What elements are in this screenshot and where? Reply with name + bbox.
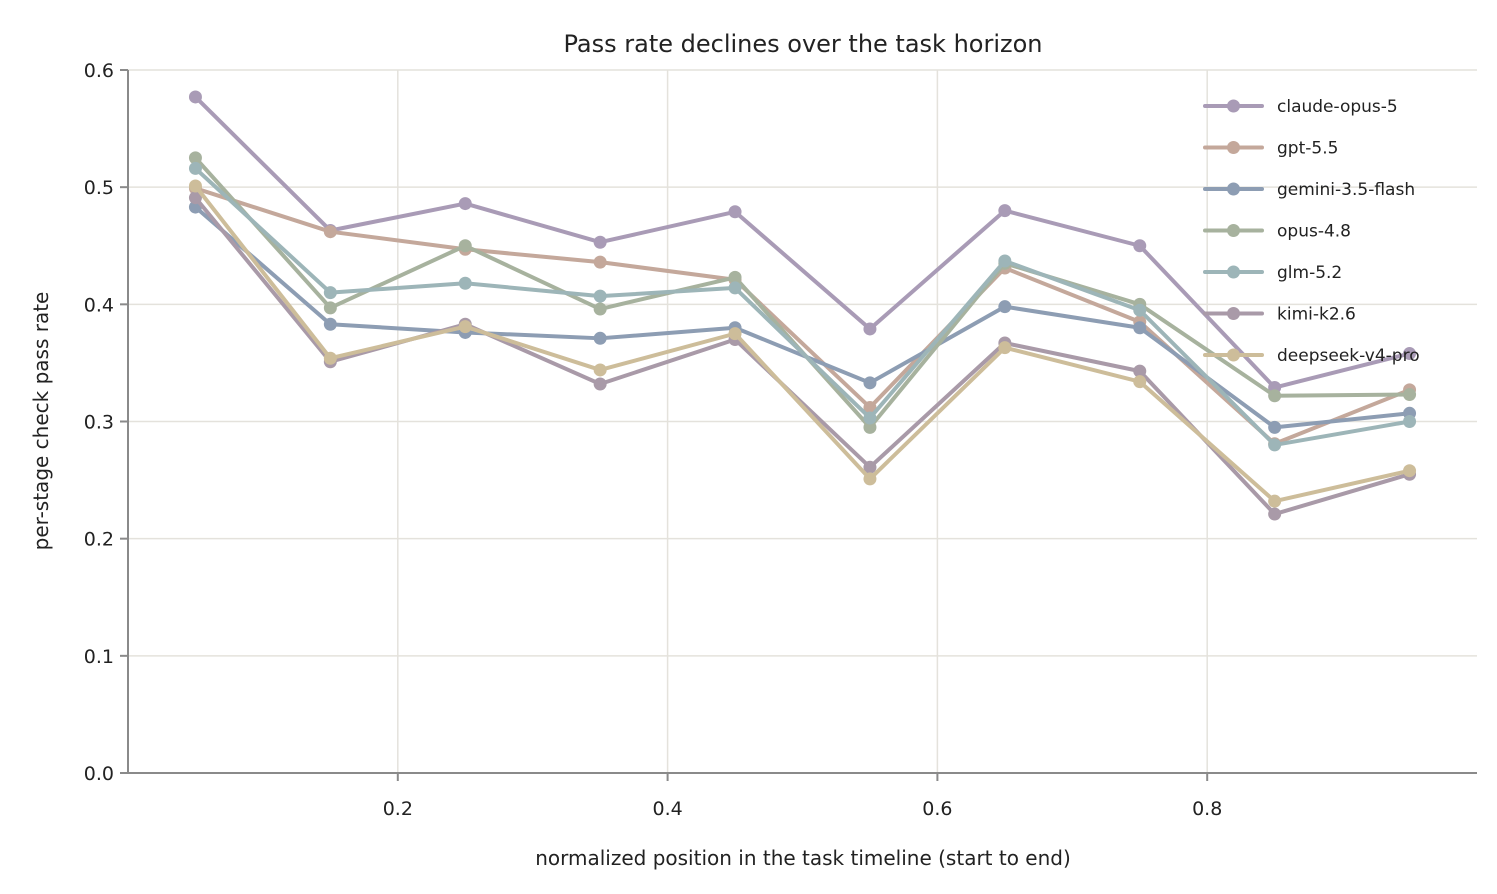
data-point xyxy=(593,255,607,269)
series-line xyxy=(193,166,1412,447)
legend-swatch-marker xyxy=(1227,224,1240,237)
data-point xyxy=(188,179,202,193)
grid xyxy=(128,69,1477,773)
series-glm-5.2 xyxy=(188,161,1417,452)
legend-swatch-marker xyxy=(1227,141,1240,154)
data-point xyxy=(728,327,742,341)
data-point xyxy=(1133,364,1147,378)
legend-item-glm-5.2: glm-5.2 xyxy=(1203,263,1342,283)
data-point xyxy=(458,239,472,253)
tick-labels: 0.0 0.1 0.2 0.3 0.4 0.5 0.6 0.2 0.4 0.6 0.8 xyxy=(84,60,1223,820)
y-tick-label: 0.0 xyxy=(84,763,114,785)
legend-swatch-marker xyxy=(1227,348,1240,362)
data-point xyxy=(1133,303,1147,317)
data-point xyxy=(998,341,1012,355)
series-deepseek-v4-pro xyxy=(188,179,1417,508)
legend-item-gpt-5.5: gpt-5.5 xyxy=(1203,139,1338,159)
data-point xyxy=(323,286,337,300)
series-line xyxy=(193,205,1412,430)
data-point xyxy=(1268,420,1282,434)
data-point xyxy=(998,300,1012,314)
y-tick-label: 0.6 xyxy=(84,60,114,82)
legend-label: gemini-3.5-flash xyxy=(1277,180,1415,200)
series-line xyxy=(193,94,1412,390)
legend-swatch-marker xyxy=(1227,265,1240,279)
data-point xyxy=(1268,494,1282,508)
legend-item-deepseek-v4-pro: deepseek-v4-pro xyxy=(1203,346,1420,366)
chart-title: Pass rate declines over the task horizon xyxy=(564,30,1043,58)
data-point xyxy=(1268,438,1282,452)
data-point xyxy=(863,420,877,434)
data-point xyxy=(188,191,202,205)
y-tick-label: 0.3 xyxy=(84,412,114,434)
data-point xyxy=(863,411,877,425)
data-point xyxy=(1133,375,1147,389)
legend-label: deepseek-v4-pro xyxy=(1277,346,1420,366)
data-point xyxy=(458,320,472,334)
legend-swatch-marker xyxy=(1227,99,1240,113)
legend-swatch-marker xyxy=(1227,307,1240,320)
data-point xyxy=(1403,464,1417,478)
data-point xyxy=(188,151,202,165)
y-axis-label: per-stage check pass rate xyxy=(29,292,53,551)
legend-label: kimi-k2.6 xyxy=(1277,305,1356,325)
y-tick-label: 0.5 xyxy=(84,177,114,199)
data-point xyxy=(728,205,742,219)
data-point xyxy=(593,363,607,377)
data-point xyxy=(593,235,607,249)
data-point xyxy=(1403,347,1417,361)
data-point xyxy=(863,400,877,414)
legend: claude-opus-5 gpt-5.5 gemini-3.5-flash opus… xyxy=(1203,97,1420,366)
data-point xyxy=(458,197,472,211)
legend-item-opus-4.8: opus-4.8 xyxy=(1203,222,1351,242)
legend-swatch-marker xyxy=(1227,182,1240,196)
data-point xyxy=(458,276,472,290)
data-point xyxy=(323,225,337,239)
data-point xyxy=(1133,239,1147,253)
x-tick-label: 0.4 xyxy=(652,798,682,820)
legend-label: claude-opus-5 xyxy=(1277,97,1398,117)
data-point xyxy=(728,270,742,284)
data-point xyxy=(863,376,877,390)
legend-item-gemini-3.5-flash: gemini-3.5-flash xyxy=(1203,180,1415,200)
data-point xyxy=(188,161,202,175)
series-line xyxy=(193,186,1412,446)
data-point xyxy=(863,460,877,474)
y-tick-label: 0.2 xyxy=(84,529,114,551)
legend-label: opus-4.8 xyxy=(1277,222,1351,242)
data-point xyxy=(1133,321,1147,335)
y-tick-label: 0.4 xyxy=(84,294,114,316)
legend-item-claude-opus-5: claude-opus-5 xyxy=(1203,97,1398,117)
legend-label: gpt-5.5 xyxy=(1277,139,1338,159)
data-point xyxy=(188,90,202,104)
data-point xyxy=(323,301,337,315)
series-layer xyxy=(188,90,1417,521)
data-point xyxy=(1268,389,1282,403)
legend-item-kimi-k2.6: kimi-k2.6 xyxy=(1203,305,1356,325)
data-point xyxy=(998,254,1012,268)
legend-label: glm-5.2 xyxy=(1277,263,1342,283)
axes xyxy=(120,69,1477,781)
data-point xyxy=(593,302,607,316)
data-point xyxy=(1403,388,1417,402)
data-point xyxy=(593,289,607,303)
x-tick-label: 0.8 xyxy=(1192,798,1222,820)
x-tick-label: 0.6 xyxy=(922,798,952,820)
data-point xyxy=(998,204,1012,218)
data-point xyxy=(323,351,337,365)
series-line xyxy=(193,183,1412,504)
x-axis-label: normalized position in the task timeline… xyxy=(535,846,1071,870)
data-point xyxy=(1403,415,1417,428)
x-tick-label: 0.2 xyxy=(383,798,413,820)
data-point xyxy=(593,331,607,345)
series-line xyxy=(193,155,1412,430)
data-point xyxy=(323,317,337,331)
data-point xyxy=(593,377,607,391)
data-point xyxy=(1268,507,1282,521)
data-point xyxy=(863,322,877,336)
data-point xyxy=(863,472,877,486)
data-point xyxy=(728,281,742,295)
y-tick-label: 0.1 xyxy=(84,646,114,668)
